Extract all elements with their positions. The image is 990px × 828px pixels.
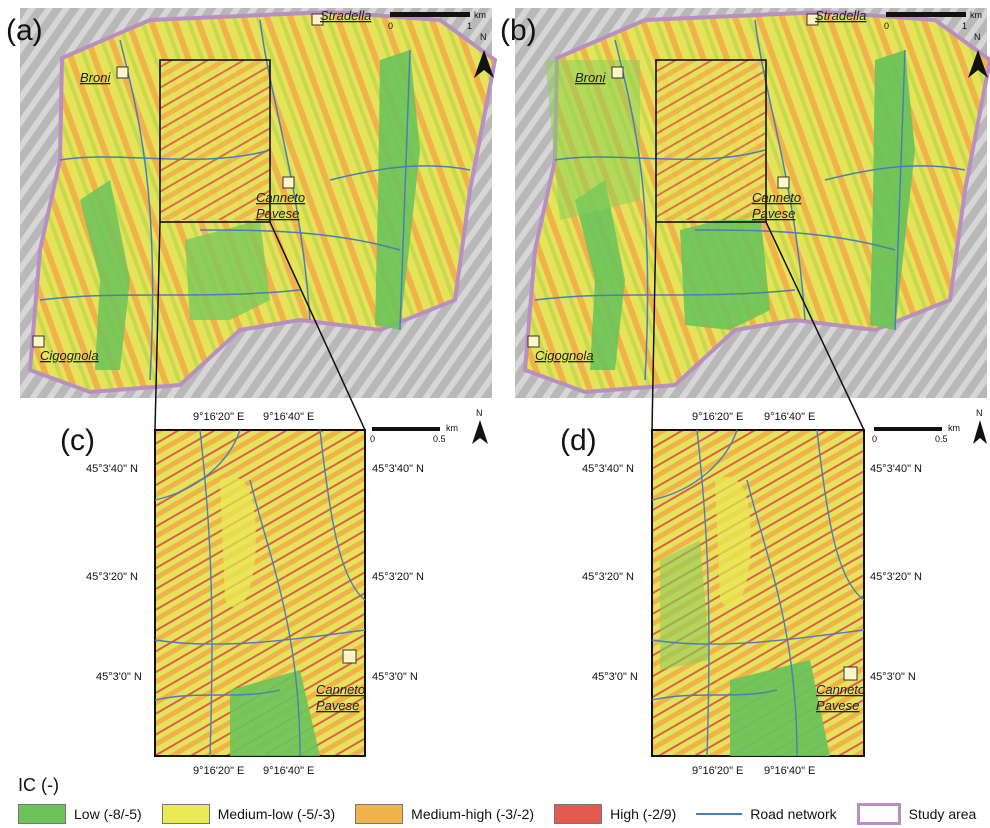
north-arrow-icon: N (472, 408, 488, 444)
lon-label: 9°16'40" E (263, 411, 314, 423)
lat-label: 45°3'0" N (870, 671, 916, 683)
lat-label: 45°3'0" N (592, 671, 638, 683)
svg-text:N: N (480, 32, 487, 42)
lon-label: 9°16'40" E (263, 765, 314, 777)
svg-text:km: km (474, 10, 486, 20)
legend-swatch-high (554, 804, 603, 824)
legend-label-low: Low (-8/-5) (74, 806, 142, 822)
town-pavese-a: Pavese (256, 206, 299, 221)
lon-label: 9°16'20" E (193, 765, 244, 777)
lat-label: 45°3'0" N (96, 671, 142, 683)
svg-text:N: N (976, 408, 983, 418)
svg-text:0.5: 0.5 (935, 434, 948, 444)
lat-label: 45°3'40" N (372, 463, 424, 475)
panel-label-b: (b) (500, 14, 537, 47)
lat-label: 45°3'40" N (86, 463, 138, 475)
north-arrow-icon: N (973, 408, 987, 444)
legend-label-medium-low: Medium-low (-5/-3) (217, 806, 336, 822)
lon-label: 9°16'20" E (692, 765, 743, 777)
town-cigognola-b: Cigognola (535, 348, 594, 363)
panel-label-c: (c) (60, 424, 95, 457)
legend-swatch-low (18, 804, 66, 824)
town-broni-a: Broni (80, 70, 111, 85)
lat-label: 45°3'20" N (86, 571, 138, 583)
town-cigognola-a: Cigognola (40, 348, 99, 363)
town-pavese-c: Pavese (316, 698, 359, 713)
town-canneto-a: Canneto (256, 190, 305, 205)
lat-label: 45°3'20" N (870, 571, 922, 583)
lat-label: 45°3'20" N (582, 571, 634, 583)
panel-b-map (515, 8, 990, 398)
svg-text:0: 0 (388, 21, 393, 31)
scale-bar-d: 0 0.5 km (872, 423, 960, 444)
scale-bar-a: 0 1 km (388, 10, 486, 31)
legend-label-medium-high: Medium-high (-3/-2) (411, 806, 535, 822)
panel-a-map (20, 8, 498, 398)
town-pavese-d: Pavese (816, 698, 859, 713)
north-arrow-icon: N (474, 32, 494, 78)
town-broni-b: Broni (575, 70, 606, 85)
lat-label: 45°3'40" N (582, 463, 634, 475)
panel-label-a: (a) (6, 14, 43, 47)
legend-row: Low (-8/-5) Medium-low (-5/-3) Medium-hi… (18, 803, 976, 825)
svg-text:km: km (948, 423, 960, 433)
legend-title: IC (-) (18, 775, 59, 795)
scale-bar-c: 0 0.5 km (370, 423, 458, 444)
town-pavese-b: Pavese (752, 206, 795, 221)
lon-label: 9°16'40" E (764, 765, 815, 777)
legend-label-high: High (-2/9) (610, 806, 677, 822)
svg-text:0: 0 (872, 434, 877, 444)
legend-swatch-medium-high (355, 804, 404, 824)
scale-bar-b: 0 1 km (884, 10, 982, 31)
svg-text:1: 1 (467, 21, 472, 31)
legend: IC (-) Low (-8/-5) Medium-low (-5/-3) Me… (18, 775, 990, 825)
legend-label-study: Study area (908, 806, 977, 822)
town-canneto-c: Canneto (316, 682, 365, 697)
lat-label: 45°3'0" N (372, 671, 418, 683)
town-stradella-a: Stradella (320, 8, 371, 23)
svg-text:1: 1 (962, 21, 967, 31)
panel-label-d: (d) (560, 424, 597, 457)
legend-study-area-box (856, 803, 901, 825)
svg-text:0.5: 0.5 (433, 434, 446, 444)
lat-label: 45°3'40" N (870, 463, 922, 475)
svg-text:N: N (476, 408, 483, 418)
lat-label: 45°3'20" N (372, 571, 424, 583)
town-stradella-b: Stradella (815, 8, 866, 23)
lon-label: 9°16'20" E (692, 411, 743, 423)
town-canneto-d: Canneto (816, 682, 865, 697)
panel-c-map (154, 429, 366, 757)
svg-text:N: N (974, 32, 981, 42)
lon-label: 9°16'40" E (764, 411, 815, 423)
lon-label: 9°16'20" E (193, 411, 244, 423)
legend-label-road: Road network (750, 806, 837, 822)
svg-text:km: km (446, 423, 458, 433)
legend-swatch-medium-low (161, 804, 210, 824)
legend-road-line (696, 813, 743, 815)
zoom-connectors (154, 221, 865, 431)
svg-text:0: 0 (370, 434, 375, 444)
north-arrow-icon: N (968, 32, 988, 78)
svg-text:km: km (970, 10, 982, 20)
panel-d-map (651, 429, 865, 757)
town-canneto-b: Canneto (752, 190, 801, 205)
svg-text:0: 0 (884, 21, 889, 31)
